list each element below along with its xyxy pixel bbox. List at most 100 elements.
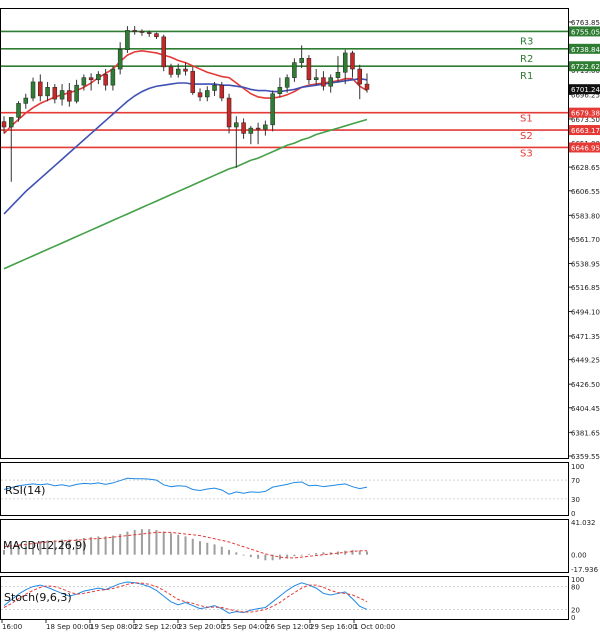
y-tick-label: 6583.80	[571, 212, 600, 220]
macd-title: MACD(12,26,9)	[3, 539, 87, 552]
rsi-tick-label: 70	[571, 477, 580, 485]
macd-histogram-bar	[24, 543, 27, 555]
macd-histogram-bar	[293, 554, 296, 557]
candle-body	[277, 87, 283, 94]
candle-body	[248, 127, 254, 134]
candle-body	[313, 77, 319, 81]
candle-body	[241, 122, 246, 134]
macd-signal-line	[3, 531, 367, 559]
x-tick-label: 22 Sep 12:00	[134, 623, 181, 631]
candle-body	[168, 66, 174, 75]
macd-histogram-bar	[315, 553, 318, 555]
macd-histogram-bar	[39, 541, 42, 555]
candle-body	[350, 52, 355, 70]
macd-histogram-bar	[104, 536, 107, 555]
level-name-s1: S1	[520, 114, 533, 125]
macd-histogram-bar	[162, 531, 165, 555]
rsi-title: RSI(14)	[5, 484, 45, 497]
macd-histogram-bar	[264, 554, 267, 561]
candle-body	[263, 124, 268, 130]
macd-tick-label: 41.032	[571, 519, 596, 527]
rsi-line	[3, 477, 368, 495]
macd-histogram-bar	[300, 554, 303, 556]
moving-average-line-3	[3, 118, 368, 270]
macd-panel: 41.032 0.00 -17.936	[3, 519, 599, 574]
candle-body	[103, 74, 108, 86]
last-price-value: 6701.24	[571, 86, 600, 94]
candle-body	[132, 30, 137, 32]
stoch-tick-label: 20	[571, 606, 580, 614]
stoch-title: Stoch(9,6,3)	[4, 591, 72, 604]
candle-body	[9, 117, 14, 128]
macd-histogram-bar	[206, 542, 209, 555]
candle-body	[154, 33, 159, 38]
level-name-s2: S2	[520, 131, 533, 142]
macd-histogram-bar	[68, 539, 71, 555]
moving-average-line-2	[3, 77, 368, 215]
macd-histogram-bar	[184, 536, 187, 555]
y-tick-label: 6449.25	[571, 357, 600, 365]
candle-body	[190, 70, 196, 93]
candle-body	[335, 72, 341, 78]
macd-histogram-bar	[97, 536, 100, 555]
candle-body	[357, 68, 362, 85]
candle-body	[212, 84, 217, 91]
level-value-s2: 6663.17	[571, 127, 600, 135]
candle-body	[270, 93, 275, 126]
rsi-tick-label: 30	[571, 496, 580, 504]
candle-body	[117, 49, 123, 70]
macd-tick-label: 0.00	[571, 552, 587, 560]
y-tick-label: 6494.10	[571, 309, 600, 317]
macd-histogram-bar	[191, 538, 194, 555]
candle-body	[183, 68, 188, 72]
macd-histogram-bar	[32, 541, 35, 555]
stoch-tick-label: 0	[571, 614, 575, 622]
candle-body	[74, 84, 79, 102]
macd-histogram-bar	[336, 551, 339, 555]
level-tag	[569, 26, 600, 37]
y-tick-label: 6404.45	[571, 405, 600, 413]
level-value-r3: 6755.05	[571, 28, 600, 36]
macd-histogram-bar	[286, 554, 289, 558]
level-name-r2: R2	[520, 54, 533, 65]
macd-histogram-bar	[249, 554, 252, 558]
y-tick-label: 6426.50	[571, 381, 600, 389]
x-tick-label: 26 Sep 12:00	[266, 623, 313, 631]
x-tick-label: 18 Sep 00:00	[46, 623, 93, 631]
macd-histogram-bar	[366, 551, 368, 555]
candle-body	[38, 81, 43, 97]
candle-body	[328, 77, 333, 87]
y-tick-label: 6763.85	[571, 19, 600, 27]
x-tick-label: 25 Sep 04:00	[222, 623, 269, 631]
macd-histogram-bar	[3, 549, 5, 555]
y-tick-label: 6606.55	[571, 188, 600, 196]
candle-body	[146, 32, 152, 34]
stoch-tick-label: 100	[571, 576, 584, 584]
macd-histogram-bar	[10, 547, 13, 555]
candle-body	[125, 30, 130, 50]
macd-tick-label: -17.936	[571, 566, 599, 574]
candle-body	[59, 90, 65, 100]
y-tick-label: 6359.55	[571, 453, 600, 461]
macd-histogram-bar	[75, 538, 78, 555]
y-tick-label: 6516.85	[571, 284, 600, 292]
macd-histogram-bar	[242, 554, 245, 556]
candle-body	[306, 58, 312, 81]
x-tick-label: 1 Oct 00:00	[354, 623, 395, 631]
level-value-r1: 6722.62	[571, 63, 600, 71]
candle-body	[205, 90, 210, 98]
macd-histogram-bar	[199, 541, 202, 555]
macd-histogram-bar	[133, 529, 136, 555]
macd-histogram-bar	[126, 531, 129, 555]
last-price-tag	[569, 84, 600, 95]
candle-body	[299, 58, 304, 63]
candle-body	[234, 122, 239, 128]
y-tick-label: 6381.65	[571, 429, 600, 437]
candle-body	[23, 97, 29, 104]
stoch-main-line	[3, 581, 368, 614]
macd-histogram-bar	[177, 534, 180, 555]
level-name-s3: S3	[520, 148, 533, 159]
macd-histogram-bar	[358, 550, 361, 555]
rsi-tick-label: 100	[571, 463, 584, 471]
